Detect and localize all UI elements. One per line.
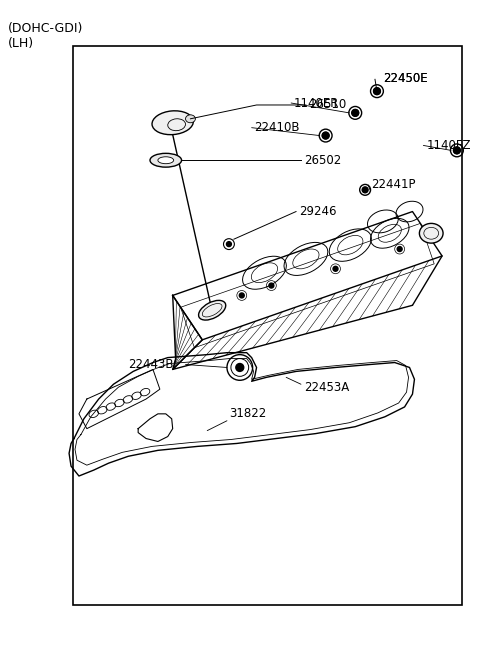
Ellipse shape <box>420 223 443 243</box>
Ellipse shape <box>158 157 174 164</box>
Ellipse shape <box>152 111 193 135</box>
Text: (LH): (LH) <box>8 37 34 50</box>
Ellipse shape <box>150 153 181 167</box>
Text: 26502: 26502 <box>304 154 341 167</box>
Ellipse shape <box>185 115 195 122</box>
Circle shape <box>397 246 402 252</box>
Circle shape <box>454 147 460 154</box>
Text: 1140ER: 1140ER <box>294 96 339 109</box>
Circle shape <box>333 267 338 271</box>
Text: 22410B: 22410B <box>254 121 300 134</box>
Text: 31822: 31822 <box>229 407 266 421</box>
Circle shape <box>227 242 231 246</box>
Circle shape <box>322 132 329 139</box>
Text: 22453A: 22453A <box>304 381 349 394</box>
Ellipse shape <box>199 301 226 320</box>
Text: 22450E: 22450E <box>383 72 428 85</box>
Text: 26510: 26510 <box>309 98 346 111</box>
Circle shape <box>362 187 368 193</box>
Bar <box>73 47 462 605</box>
Text: 1140FZ: 1140FZ <box>426 139 471 152</box>
Circle shape <box>373 88 381 94</box>
Text: 29246: 29246 <box>299 205 336 218</box>
Circle shape <box>236 364 244 371</box>
Text: (DOHC-GDI): (DOHC-GDI) <box>8 22 83 35</box>
Text: 22443B: 22443B <box>128 358 174 371</box>
Circle shape <box>352 109 359 117</box>
Text: 22441P: 22441P <box>371 178 416 191</box>
Circle shape <box>240 293 244 298</box>
Circle shape <box>269 283 274 288</box>
Text: 22450E: 22450E <box>383 72 428 85</box>
